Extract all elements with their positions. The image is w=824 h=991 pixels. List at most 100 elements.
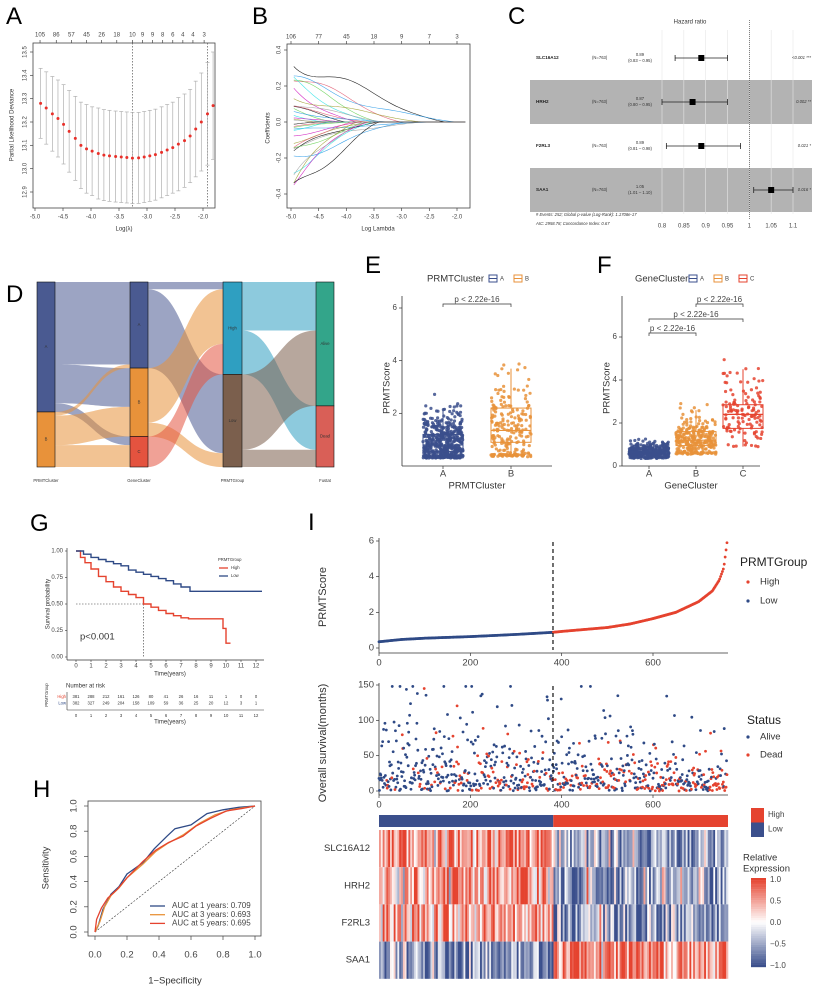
- heatmap-cell: [560, 904, 563, 942]
- deviance-point: [194, 127, 198, 131]
- survival-point: [478, 784, 482, 787]
- survival-point: [457, 762, 460, 766]
- survival-point: [615, 787, 618, 791]
- survival-point: [689, 787, 693, 791]
- survival-point: [694, 788, 698, 792]
- data-point: [527, 444, 531, 448]
- data-point: [749, 443, 754, 448]
- heatmap-cell: [637, 941, 641, 979]
- survival-point: [583, 754, 586, 758]
- survival-point: [656, 762, 659, 765]
- data-point: [498, 448, 502, 452]
- colorbar-segment: [751, 922, 766, 925]
- heatmap-cell: [415, 830, 418, 868]
- heatmap-cell: [402, 941, 406, 979]
- survival-point: [609, 774, 613, 778]
- heatmap-cell: [481, 904, 484, 942]
- heatmap-cell: [415, 867, 418, 905]
- data-point: [494, 388, 498, 392]
- survival-point: [568, 788, 572, 792]
- survival-point: [589, 777, 593, 781]
- survival-point: [710, 768, 714, 771]
- heatmap-cell: [724, 904, 727, 942]
- heatmap-cell: [658, 830, 661, 868]
- data-point: [637, 454, 641, 459]
- node-c: [129, 436, 149, 468]
- data-point: [453, 415, 457, 419]
- data-point: [512, 387, 516, 391]
- survival-point: [412, 771, 416, 774]
- data-point: [756, 409, 761, 413]
- data-point: [448, 435, 452, 439]
- y-tick-label: 0.4: [69, 875, 80, 888]
- heatmap-cell: [617, 867, 620, 905]
- data-point: [726, 443, 730, 447]
- heatmap-cell: [450, 941, 453, 979]
- survival-point: [589, 685, 592, 688]
- heatmap-cell: [639, 830, 642, 868]
- x-tick-label: 7: [179, 664, 183, 670]
- colorbar-segment: [751, 902, 766, 905]
- data-point: [700, 450, 704, 454]
- survival-point: [718, 787, 722, 790]
- heatmap-cell: [696, 941, 699, 979]
- coefficient-path: [293, 121, 466, 184]
- heatmap-cell: [614, 904, 617, 942]
- deviance-point: [165, 148, 169, 152]
- node-label: Alive: [320, 341, 330, 346]
- heatmap-cell: [623, 830, 626, 868]
- heatmap-cell: [463, 867, 466, 905]
- heatmap-cell: [705, 867, 709, 905]
- survival-point: [637, 767, 641, 770]
- heatmap-cell: [489, 830, 492, 868]
- heatmap-cell: [402, 830, 406, 868]
- heatmap-cell: [430, 830, 433, 868]
- survival-point: [708, 785, 712, 789]
- survival-point: [509, 779, 513, 783]
- heatmap-cell: [579, 941, 582, 979]
- heatmap-cell: [516, 904, 519, 942]
- heatmap-cell: [525, 867, 529, 905]
- data-point: [745, 422, 749, 426]
- survival-point: [404, 786, 408, 789]
- heatmap-cell: [676, 867, 679, 905]
- data-point: [728, 407, 733, 411]
- survival-point: [665, 694, 669, 698]
- heatmap-cell: [687, 830, 690, 868]
- survival-point: [535, 769, 539, 773]
- survival-point: [628, 779, 632, 783]
- survival-point: [449, 758, 453, 762]
- survival-point: [448, 786, 452, 790]
- axis-label: PRMTCluster: [33, 478, 59, 483]
- data-point: [497, 453, 502, 457]
- heatmap-cell: [590, 830, 593, 868]
- heatmap-cell: [393, 867, 396, 905]
- ci-label: (0.81 – 0.98): [628, 146, 652, 151]
- heatmap-cell: [676, 904, 679, 942]
- x-tick-label: -2.5: [424, 215, 435, 221]
- heatmap-cell: [720, 830, 723, 868]
- survival-point: [450, 773, 454, 776]
- heatmap-cell: [445, 941, 448, 979]
- heatmap-cell: [678, 867, 681, 905]
- survival-point: [425, 757, 429, 760]
- survival-point: [587, 776, 591, 780]
- heatmap-cell: [395, 904, 398, 942]
- heatmap-cell: [463, 941, 466, 979]
- heatmap-cell: [401, 904, 404, 942]
- heatmap-cell: [395, 867, 398, 905]
- data-point: [493, 443, 497, 447]
- heatmap-cell: [456, 941, 459, 979]
- risk-table-title: Number at risk: [66, 684, 106, 690]
- y-tick-label: -0.2: [277, 152, 283, 163]
- survival-point: [680, 779, 684, 782]
- heatmap-cell: [566, 904, 569, 942]
- legend-label: B: [525, 277, 529, 283]
- hr-point: [698, 55, 705, 61]
- risk-x-tick-label: 9: [210, 713, 213, 718]
- panel-g: G0 1 2 3 4 5 6 7 8 9 10 11 120.000.250.500.751.00Tim…: [30, 510, 264, 726]
- data-point: [754, 386, 759, 390]
- heatmap-cell: [603, 867, 606, 905]
- survival-point: [636, 787, 640, 791]
- risk-count: 212: [103, 694, 111, 699]
